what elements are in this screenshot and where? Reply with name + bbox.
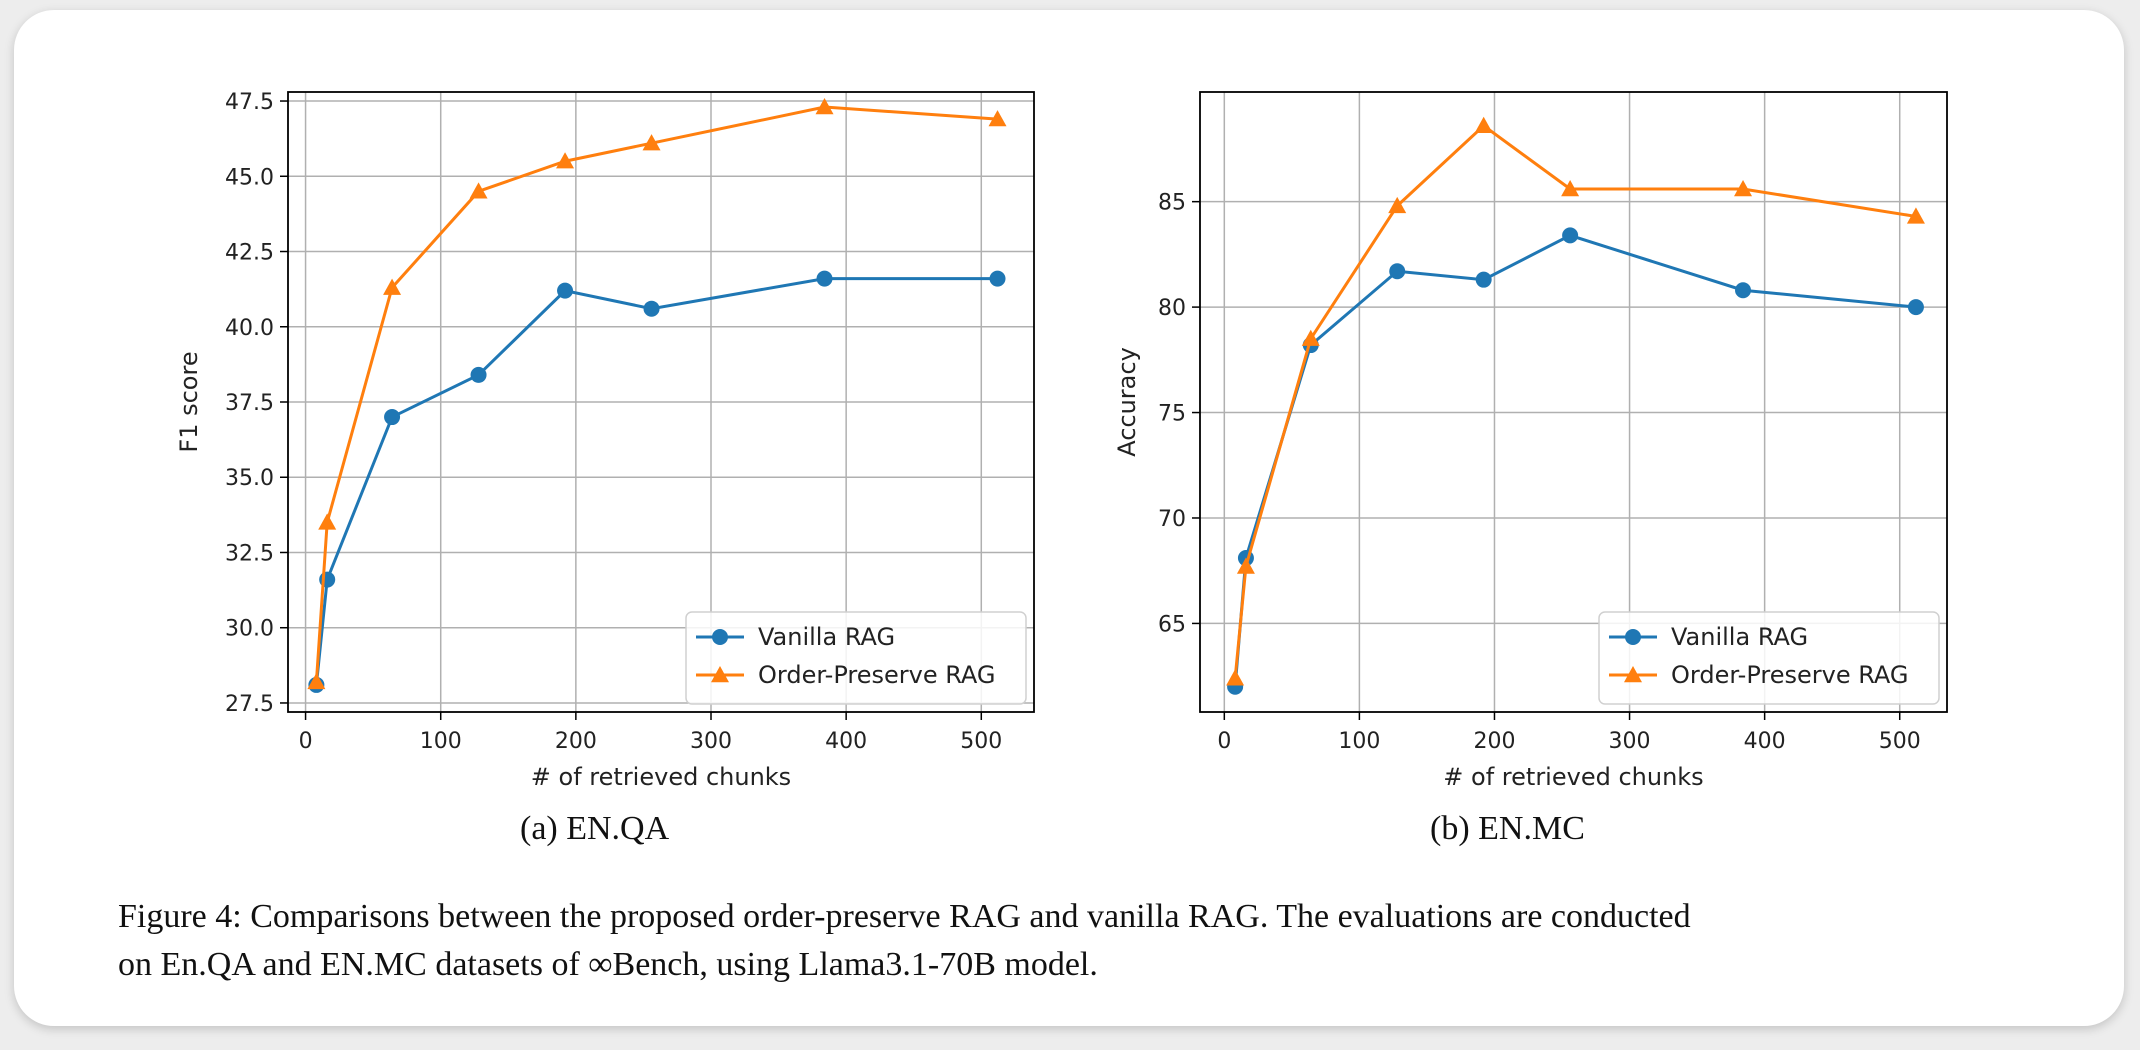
legend-entry: Vanilla RAG xyxy=(1671,623,1808,651)
data-point-order-preserve-rag xyxy=(1561,180,1580,197)
plot-frame xyxy=(1199,91,1948,713)
x-axis-label: # of retrieved chunks xyxy=(1443,763,1703,791)
y-tick-label: 42.5 xyxy=(225,241,274,266)
data-point-vanilla-rag xyxy=(989,270,1006,287)
x-tick-label: 100 xyxy=(1338,729,1380,754)
series-line-vanilla-rag xyxy=(314,277,998,686)
legend-marker xyxy=(712,629,728,645)
y-tick-label: 85 xyxy=(1158,191,1186,216)
chart-en-mc: 0 100 200 300 400 500 65 70 75 80 85 # of retrieved… xyxy=(1113,91,1948,791)
legend-box xyxy=(1598,611,1940,705)
y-tick-label: 65 xyxy=(1158,612,1186,637)
data-point-vanilla-rag xyxy=(1735,282,1752,299)
x-tick-label: 500 xyxy=(960,729,1002,754)
data-point-order-preserve-rag xyxy=(1226,669,1245,686)
x-tick-label: 300 xyxy=(1609,729,1651,754)
x-tick-label: 0 xyxy=(299,729,313,754)
data-point-order-preserve-rag xyxy=(556,152,575,169)
data-point-vanilla-rag xyxy=(384,409,401,426)
x-tick-label: 500 xyxy=(1879,729,1921,754)
legend-box xyxy=(685,611,1027,705)
data-point-order-preserve-rag xyxy=(1906,207,1925,224)
data-point-order-preserve-rag xyxy=(469,182,488,199)
x-tick-label: 400 xyxy=(1744,729,1786,754)
data-point-vanilla-rag xyxy=(1907,299,1924,316)
data-point-order-preserve-rag xyxy=(307,672,326,690)
series-line-order-preserve-rag xyxy=(314,105,998,683)
x-tick-label: 300 xyxy=(690,729,732,754)
data-point-vanilla-rag xyxy=(470,366,487,383)
legend-marker xyxy=(1624,666,1642,683)
data-point-vanilla-rag xyxy=(816,270,833,287)
data-point-order-preserve-rag xyxy=(383,278,402,295)
y-tick-label: 70 xyxy=(1158,507,1186,532)
chart-en-qa: 0 100 200 300 400 500 27.5 30.0 32.5 35.0 37.5 40.0… xyxy=(175,90,1035,791)
x-tick-label: 200 xyxy=(555,729,597,754)
x-tick-label: 100 xyxy=(420,729,462,754)
data-point-order-preserve-rag xyxy=(815,98,834,115)
data-point-order-preserve-rag xyxy=(642,134,661,151)
y-tick-label: 75 xyxy=(1158,402,1186,427)
y-tick-label: 45.0 xyxy=(225,165,274,190)
data-point-order-preserve-rag xyxy=(988,110,1007,127)
data-point-vanilla-rag xyxy=(1562,227,1579,244)
x-tick-label: 200 xyxy=(1473,729,1515,754)
legend-entry: Order-Preserve RAG xyxy=(1671,661,1909,689)
x-tick-label: 400 xyxy=(825,729,867,754)
data-point-order-preserve-rag xyxy=(318,513,337,530)
data-point-order-preserve-rag xyxy=(1474,116,1493,133)
caption-line-1: Figure 4: Comparisons between the propos… xyxy=(118,898,1691,935)
subcaption-b: (b) EN.MC xyxy=(1430,810,1585,847)
x-tick-label: 0 xyxy=(1217,729,1231,754)
data-point-vanilla-rag xyxy=(557,282,574,299)
y-tick-label: 32.5 xyxy=(225,541,274,566)
series-line-order-preserve-rag xyxy=(1233,123,1917,679)
figure-caption: Figure 4: Comparisons between the propos… xyxy=(118,893,2038,989)
data-point-order-preserve-rag xyxy=(1301,329,1320,346)
data-point-order-preserve-rag xyxy=(1388,196,1407,214)
y-tick-label: 27.5 xyxy=(225,692,274,717)
legend-entry: Vanilla RAG xyxy=(758,623,895,651)
legend-entry: Order-Preserve RAG xyxy=(758,661,996,689)
legend-marker xyxy=(711,666,729,683)
data-point-vanilla-rag xyxy=(643,300,660,317)
subcaption-a: (a) EN.QA xyxy=(520,810,670,847)
data-point-order-preserve-rag xyxy=(1734,180,1753,197)
y-axis-label: F1 score xyxy=(175,351,203,452)
series-line-vanilla-rag xyxy=(1233,233,1917,687)
y-tick-label: 80 xyxy=(1158,296,1186,321)
data-point-order-preserve-rag xyxy=(1236,557,1255,574)
y-tick-label: 47.5 xyxy=(225,90,274,115)
plot-frame xyxy=(287,91,1035,713)
legend-marker xyxy=(1625,629,1641,645)
data-point-vanilla-rag xyxy=(1389,263,1406,280)
data-point-vanilla-rag xyxy=(1475,271,1492,288)
y-axis-label: Accuracy xyxy=(1113,347,1141,457)
y-tick-label: 40.0 xyxy=(225,316,274,341)
x-axis-label: # of retrieved chunks xyxy=(531,763,791,791)
y-tick-label: 30.0 xyxy=(225,617,274,642)
y-tick-label: 35.0 xyxy=(225,466,274,491)
y-tick-label: 37.5 xyxy=(225,391,274,416)
caption-line-2: on En.QA and EN.MC datasets of ∞Bench, u… xyxy=(118,946,1098,983)
